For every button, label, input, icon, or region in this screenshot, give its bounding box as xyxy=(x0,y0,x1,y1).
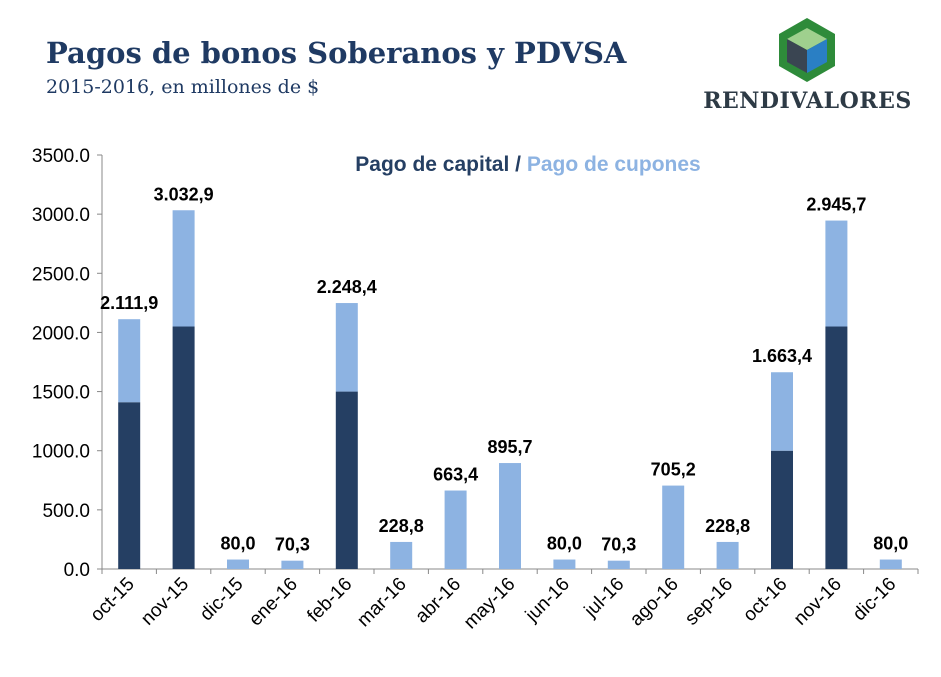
data-labels: 2.111,9 3.032,9 80,0 70,3 2.248,4 228,8 663,4 8… xyxy=(100,184,908,554)
y-tick-label: 2000.0 xyxy=(32,323,90,344)
x-tick-label: oct-16 xyxy=(739,574,791,626)
bar-capital xyxy=(825,326,848,569)
bar-capital xyxy=(335,391,358,569)
x-tick-label: may-16 xyxy=(460,574,520,634)
x-tick-label: nov-16 xyxy=(790,574,846,630)
bar-total-label: 663,4 xyxy=(433,465,478,485)
y-tick-label: 500.0 xyxy=(42,501,90,522)
bar-cupones xyxy=(281,560,304,569)
bar-cupones xyxy=(172,210,195,327)
bar-total-label: 1.663,4 xyxy=(752,346,812,366)
bar-cupones xyxy=(662,485,685,569)
legend-title: Pago de capital / Pago de cupones xyxy=(355,153,700,176)
bar-capital xyxy=(118,402,141,569)
x-tick-label: ene-16 xyxy=(245,574,302,631)
x-tick-label: dic-16 xyxy=(849,574,900,625)
legend-separator: / xyxy=(509,153,527,176)
x-tick-label: nov-15 xyxy=(137,574,193,630)
x-tick-label: jun-16 xyxy=(521,574,574,627)
bar-total-label: 70,3 xyxy=(275,535,310,555)
y-tick-label: 1500.0 xyxy=(32,383,90,404)
bar-total-label: 3.032,9 xyxy=(154,184,214,204)
bar-cupones xyxy=(390,541,413,569)
bar-total-label: 80,0 xyxy=(873,534,908,554)
x-tick-label: sep-16 xyxy=(681,574,737,630)
bar-total-label: 2.945,7 xyxy=(806,195,866,215)
bar-total-label: 228,8 xyxy=(379,516,424,536)
bar-capital xyxy=(172,326,195,569)
x-tick-label: ago-16 xyxy=(626,574,683,631)
x-tick-label: mar-16 xyxy=(353,574,410,631)
bar-total-label: 80,0 xyxy=(220,534,255,554)
bar-cupones xyxy=(444,490,467,569)
bar-cupones xyxy=(879,559,902,569)
bar-cupones xyxy=(118,319,141,403)
bar-total-label: 70,3 xyxy=(601,535,636,555)
bar-total-label: 705,2 xyxy=(651,460,696,480)
bar-cupones xyxy=(553,559,576,569)
y-tick-labels: 0.0 500.0 1000.0 1500.0 2000.0 2500.0 3000.0 35… xyxy=(32,146,102,581)
bar-series xyxy=(118,210,902,569)
bar-total-label: 2.248,4 xyxy=(317,277,377,297)
y-tick-label: 1000.0 xyxy=(32,442,90,463)
x-tick-label: oct-15 xyxy=(87,574,139,626)
x-tick-label: jul-16 xyxy=(580,574,628,622)
y-tick-label: 3000.0 xyxy=(32,205,90,226)
y-tick-label: 3500.0 xyxy=(32,146,90,167)
bar-cupones xyxy=(607,560,630,569)
bar-cupones xyxy=(716,541,739,569)
bar-total-label: 895,7 xyxy=(487,437,532,457)
page-title: Pagos de bonos Soberanos y PDVSA xyxy=(46,36,627,70)
bar-capital xyxy=(771,450,793,569)
rendivalores-logo: RENDIVALORES xyxy=(700,16,915,116)
bar-cupones xyxy=(227,559,249,569)
x-tick-label: abr-16 xyxy=(411,574,465,628)
bar-cupones xyxy=(825,220,848,327)
page-subtitle: 2015-2016, en millones de $ xyxy=(46,76,320,98)
logo-text: RENDIVALORES xyxy=(703,88,912,114)
x-tick-label: feb-16 xyxy=(303,574,356,627)
bar-cupones xyxy=(499,463,521,569)
bar-total-label: 80,0 xyxy=(547,534,582,554)
cube-logo-icon xyxy=(779,18,835,82)
y-tick-label: 0.0 xyxy=(64,560,90,581)
y-tick-label: 2500.0 xyxy=(32,264,90,285)
legend-cupones: Pago de cupones xyxy=(527,153,701,176)
x-tick-label: dic-15 xyxy=(196,574,247,625)
bar-cupones xyxy=(335,303,358,392)
bar-cupones xyxy=(771,372,793,451)
legend-capital: Pago de capital xyxy=(355,153,509,176)
bar-total-label: 228,8 xyxy=(705,516,750,536)
bar-total-label: 2.111,9 xyxy=(100,293,158,313)
